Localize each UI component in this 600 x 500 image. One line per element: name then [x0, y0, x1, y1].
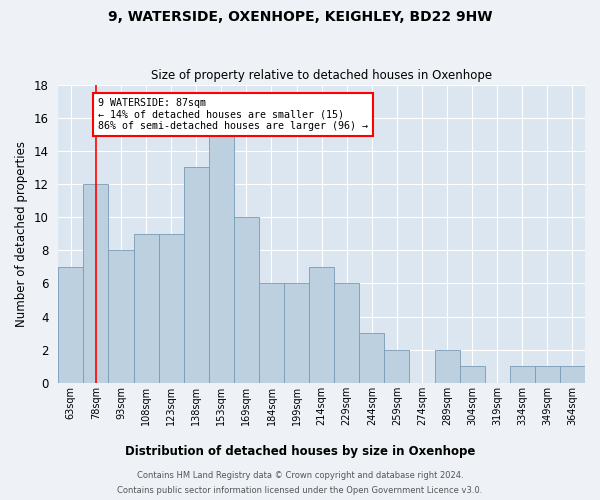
Bar [259, 284, 284, 383]
Text: Contains HM Land Registry data © Crown copyright and database right 2024.: Contains HM Land Registry data © Crown c… [137, 471, 463, 480]
Bar [58, 267, 83, 383]
Bar [309, 267, 334, 383]
Bar [385, 350, 409, 383]
Bar [560, 366, 585, 383]
Bar [359, 333, 385, 383]
Text: 9 WATERSIDE: 87sqm
← 14% of detached houses are smaller (15)
86% of semi-detache: 9 WATERSIDE: 87sqm ← 14% of detached hou… [98, 98, 368, 131]
Bar [134, 234, 158, 383]
Y-axis label: Number of detached properties: Number of detached properties [15, 140, 28, 326]
Bar [234, 217, 259, 383]
Bar [284, 284, 309, 383]
Bar [209, 134, 234, 383]
Text: Distribution of detached houses by size in Oxenhope: Distribution of detached houses by size … [125, 444, 475, 458]
Bar [158, 234, 184, 383]
Bar [184, 168, 209, 383]
Bar [460, 366, 485, 383]
Text: Contains public sector information licensed under the Open Government Licence v3: Contains public sector information licen… [118, 486, 482, 495]
Bar [109, 250, 134, 383]
Bar [83, 184, 109, 383]
Title: Size of property relative to detached houses in Oxenhope: Size of property relative to detached ho… [151, 69, 492, 82]
Bar [535, 366, 560, 383]
Text: 9, WATERSIDE, OXENHOPE, KEIGHLEY, BD22 9HW: 9, WATERSIDE, OXENHOPE, KEIGHLEY, BD22 9… [108, 10, 492, 24]
Bar [510, 366, 535, 383]
Bar [334, 284, 359, 383]
Bar [434, 350, 460, 383]
